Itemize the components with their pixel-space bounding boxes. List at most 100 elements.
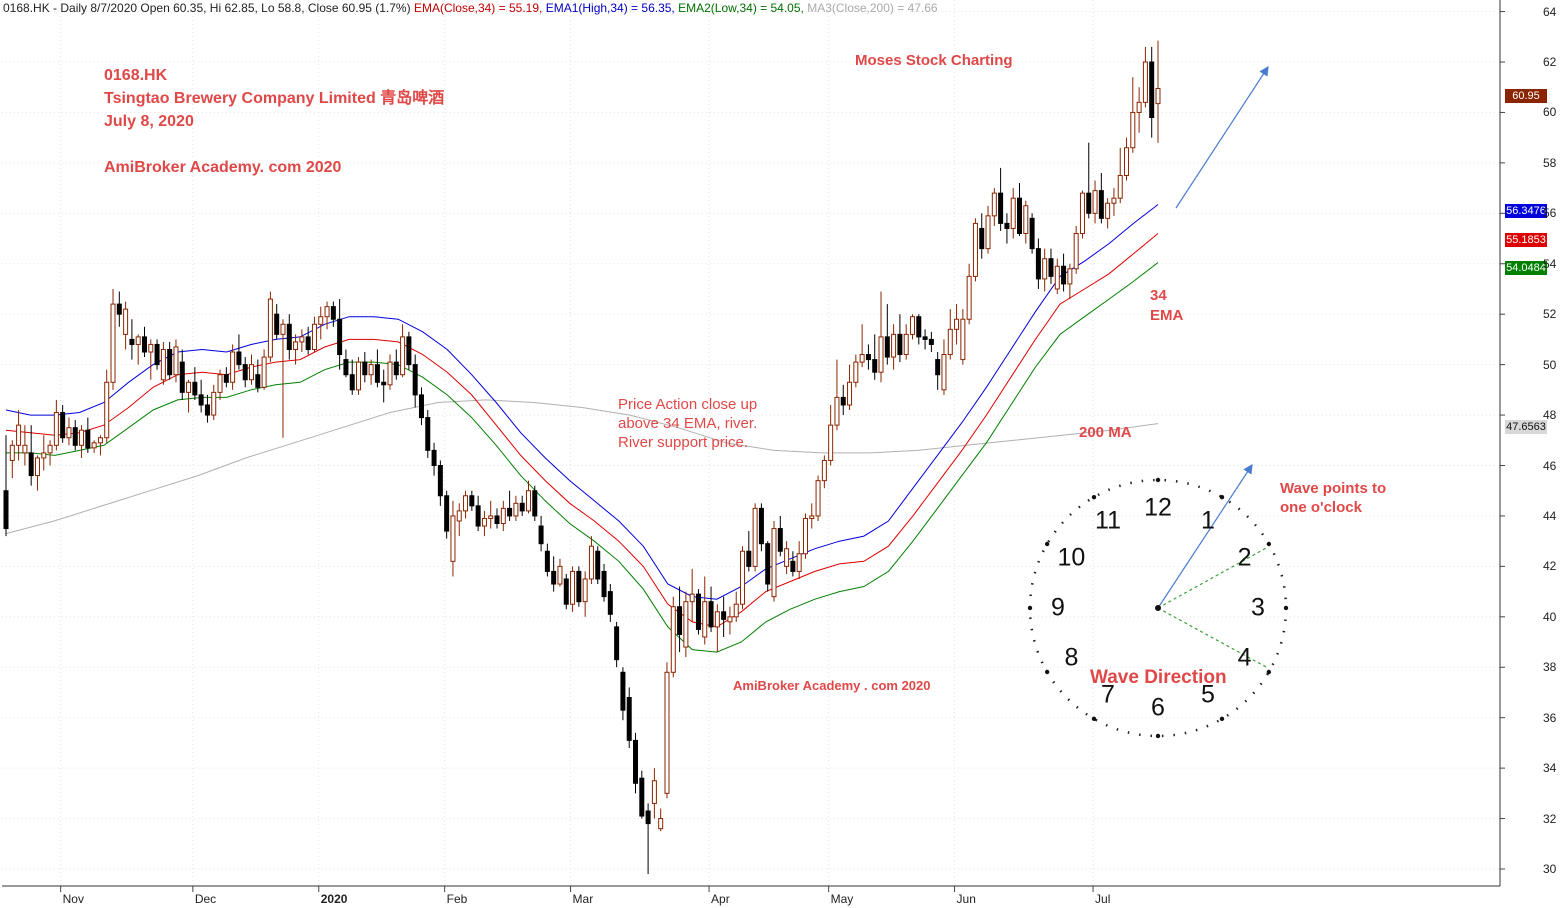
candle-body [1130, 111, 1136, 149]
y-tick-label: 42 [1543, 559, 1557, 574]
chart-grid [2, 0, 1505, 892]
candle [286, 314, 292, 360]
candles-layer [3, 40, 1161, 875]
candle [324, 301, 330, 330]
candle-body [387, 361, 393, 386]
candle [689, 568, 695, 622]
candle [765, 541, 771, 592]
ma200-line [5, 399, 1159, 535]
ma200-readout: MA3(Close,200) = 47.66 [807, 1, 938, 15]
candle-body [60, 412, 66, 439]
candle [463, 490, 469, 519]
candle [519, 495, 525, 516]
candle [34, 455, 40, 491]
y-tick-label: 62 [1543, 55, 1557, 69]
candle [488, 500, 494, 529]
candle-body [607, 591, 613, 615]
candle-body [28, 452, 34, 477]
candle-body [557, 565, 563, 585]
candle [1035, 238, 1041, 289]
candle [922, 329, 928, 350]
candle [1042, 248, 1048, 292]
candle-body [834, 396, 840, 426]
candle [639, 770, 645, 819]
candle-body [249, 364, 255, 381]
ema-high-tag: 56.3476 [1505, 204, 1547, 218]
candle [1004, 213, 1010, 244]
candle-body [318, 316, 324, 325]
candle-body [909, 316, 915, 335]
candle [815, 475, 821, 521]
candle [740, 546, 746, 610]
candle [1079, 190, 1085, 239]
candle [135, 334, 141, 365]
candle [47, 440, 53, 466]
candle-body [1117, 174, 1123, 199]
candle-body [1017, 197, 1023, 234]
candle-body [349, 374, 355, 391]
candle [695, 589, 701, 635]
candle [1086, 142, 1092, 219]
candle-body [393, 361, 399, 376]
price-action-line-3: River support price. [618, 434, 749, 451]
candle-body [9, 444, 15, 461]
candle-body [475, 505, 481, 527]
candle-body [582, 578, 588, 603]
candle [91, 440, 97, 453]
candle-body [1136, 101, 1142, 113]
y-tick-label: 30 [1543, 862, 1557, 876]
candle [337, 299, 343, 370]
candle [356, 357, 362, 395]
candle-body [601, 570, 607, 598]
clock-hour-dot [1283, 605, 1289, 611]
candle [198, 379, 204, 413]
candle-body [1042, 258, 1048, 280]
clock-hour-dot [1155, 477, 1161, 483]
candle [721, 596, 727, 637]
candle [733, 591, 739, 622]
candle-body [544, 550, 550, 572]
candle-body [689, 593, 695, 603]
candle-body [85, 429, 91, 449]
brand-label: Moses Stock Charting [855, 52, 1013, 69]
clock-hand-one [1157, 463, 1253, 609]
clock-hand-four [1157, 607, 1269, 669]
candle [242, 357, 248, 388]
candle-body [1111, 197, 1117, 204]
candle-body [211, 391, 217, 416]
candle-body [217, 374, 223, 393]
candle [1105, 198, 1111, 229]
candle [318, 306, 324, 340]
candle-body [947, 328, 953, 356]
candle [985, 205, 991, 254]
clock-hour-dot [1091, 494, 1097, 500]
y-tick-label: 32 [1543, 811, 1557, 826]
y-tick-label: 56 [1543, 206, 1557, 221]
clock-title: Wave Direction [1090, 667, 1227, 688]
candle-body [337, 318, 343, 356]
candle-body [160, 348, 166, 381]
candle-body [34, 457, 40, 477]
candle [853, 354, 859, 388]
candle [425, 410, 431, 458]
candle [1111, 188, 1117, 216]
watermark-label: AmiBroker Academy . com 2020 [733, 678, 931, 693]
candle-body [714, 611, 720, 628]
clock-number: 4 [1237, 643, 1252, 672]
clock-number: 7 [1101, 680, 1115, 709]
candle-body [230, 351, 236, 383]
candle [444, 490, 450, 539]
candle [909, 314, 915, 340]
candle-body [356, 361, 362, 391]
x-tick-label: 2020 [320, 892, 348, 906]
candle-body [198, 394, 204, 406]
candle [1048, 248, 1054, 284]
candle-body [922, 336, 928, 340]
candle-body [110, 303, 116, 383]
candle [299, 329, 305, 353]
candle [1142, 46, 1148, 108]
candle [293, 334, 299, 365]
candle [437, 460, 443, 506]
candle-body [456, 510, 462, 522]
